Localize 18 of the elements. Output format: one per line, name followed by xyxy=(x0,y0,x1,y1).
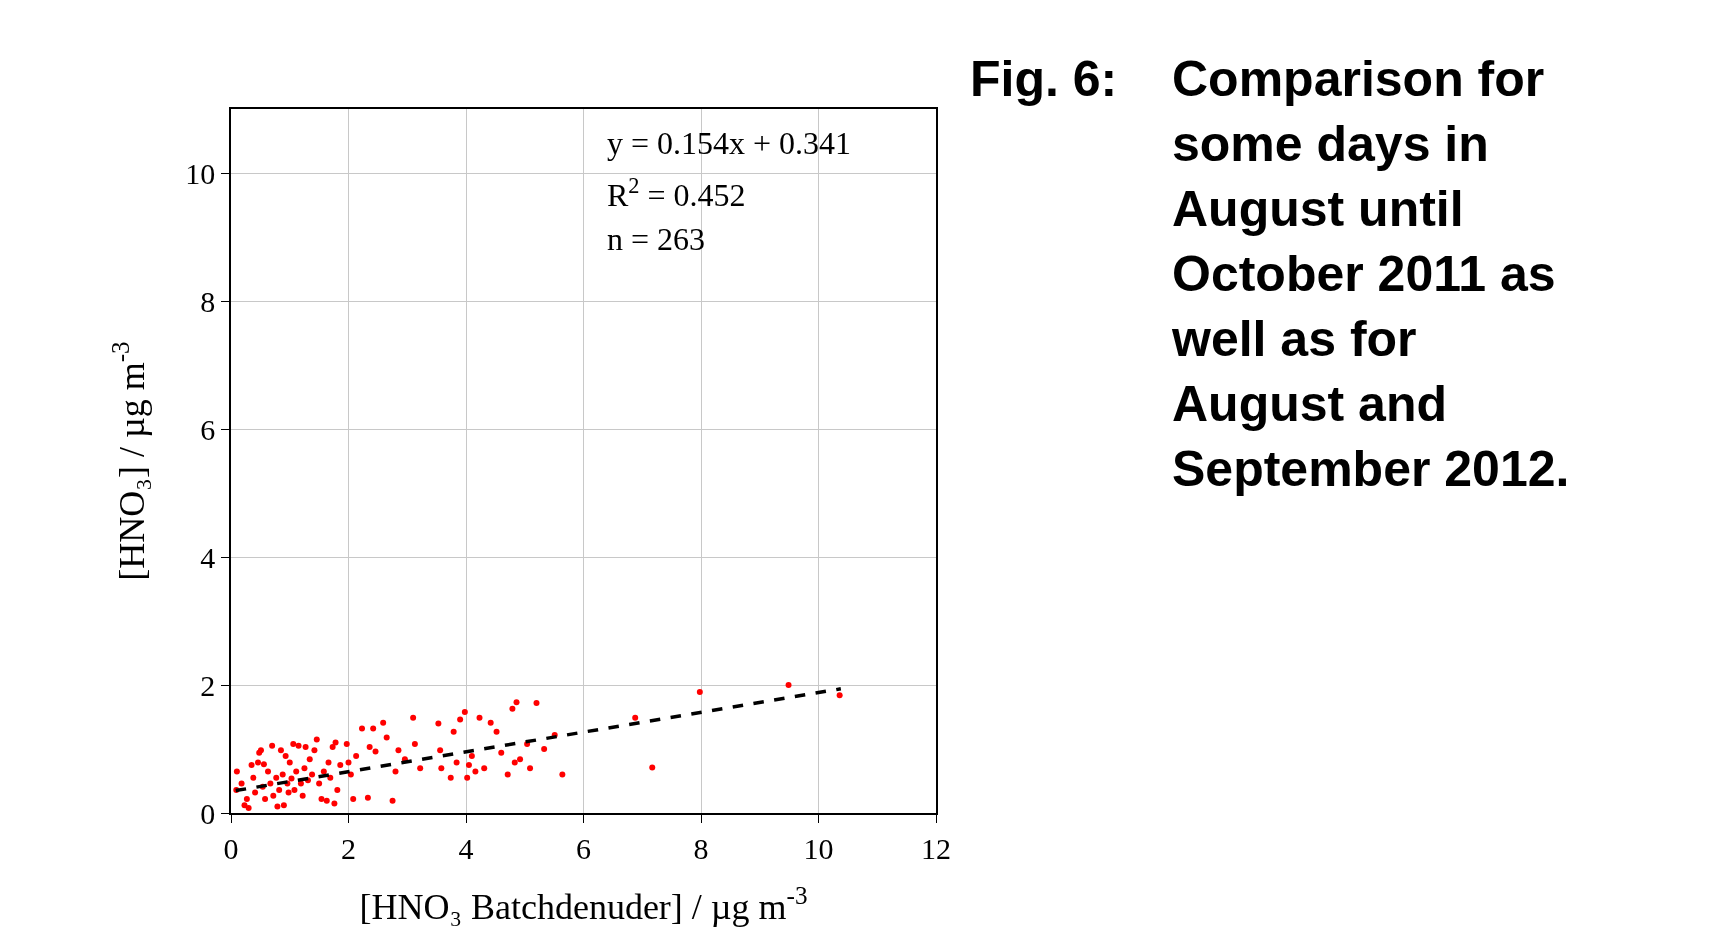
x-axis-title: [HNO₃ Batchdenuder] / µg m$^{-3}$ xyxy=(359,881,808,927)
x-tick-label: 12 xyxy=(921,831,951,865)
annotation: y = 0.154x + 0.341 xyxy=(607,125,852,161)
y-tick-label: 6 xyxy=(200,412,216,446)
x-tick-label: 2 xyxy=(341,831,356,865)
y-tick-label: 8 xyxy=(200,284,216,318)
x-tick-label: 8 xyxy=(693,831,709,865)
x-tick-label: 4 xyxy=(458,831,474,865)
y-tick-label: 0 xyxy=(200,796,216,830)
annotation: n = 263 xyxy=(607,221,706,257)
x-tick-label: 0 xyxy=(223,831,239,865)
caption: Fig. 6: Comparison for some days in August until October 2011 as well as for August and September 2012. xyxy=(970,51,1570,497)
y-tick-label: 10 xyxy=(185,156,216,190)
y-tick-label: 4 xyxy=(200,540,216,574)
x-tick-label: 10 xyxy=(803,831,834,865)
annotation: R$^{2}$ = 0.452 xyxy=(607,173,746,214)
y-tick-label: 2 xyxy=(200,668,216,702)
x-tick-label: 6 xyxy=(576,831,591,865)
